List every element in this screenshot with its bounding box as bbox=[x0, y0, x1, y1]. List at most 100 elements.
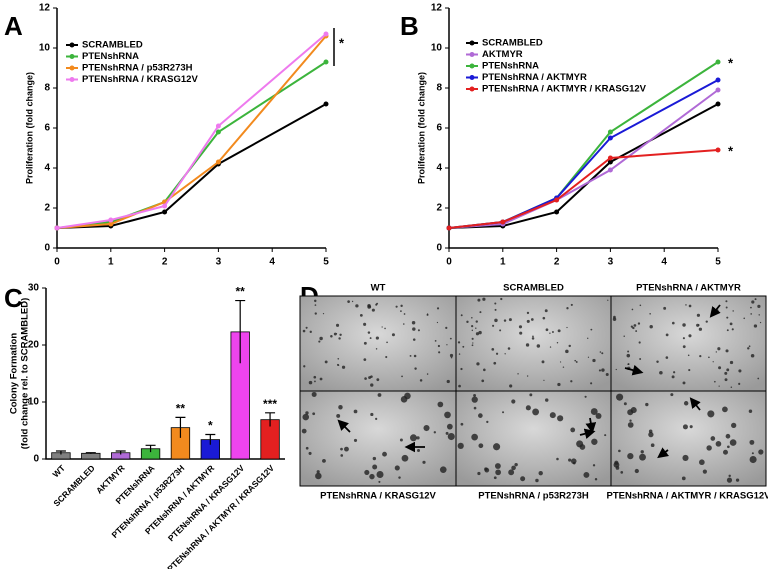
point bbox=[607, 159, 613, 165]
colony bbox=[458, 353, 461, 355]
colony bbox=[502, 411, 505, 414]
colony bbox=[696, 313, 701, 317]
y-tick-label: 0 bbox=[33, 454, 39, 465]
legend-label: SCRAMBLED bbox=[482, 38, 543, 49]
colony bbox=[671, 321, 675, 325]
colony bbox=[426, 373, 429, 375]
colony bbox=[627, 422, 634, 428]
colony bbox=[370, 412, 374, 417]
colony bbox=[532, 335, 534, 338]
colony bbox=[531, 337, 535, 340]
colony bbox=[735, 478, 740, 482]
colony bbox=[759, 321, 762, 324]
colony bbox=[557, 382, 561, 387]
colony bbox=[494, 308, 497, 311]
colony bbox=[726, 329, 729, 332]
colony bbox=[590, 328, 593, 331]
colony bbox=[314, 299, 317, 303]
colony bbox=[409, 434, 417, 442]
point bbox=[215, 123, 221, 129]
colony bbox=[718, 366, 722, 370]
colony bbox=[599, 351, 602, 353]
point bbox=[162, 209, 168, 215]
y-tick-label: 10 bbox=[28, 397, 40, 408]
legend-label: PTENshRNA / p53R273H bbox=[82, 63, 193, 74]
colony bbox=[363, 358, 367, 361]
colony bbox=[437, 401, 444, 408]
colony bbox=[404, 392, 411, 400]
colony bbox=[729, 322, 733, 326]
colony bbox=[627, 452, 634, 460]
colony bbox=[568, 458, 572, 462]
colony bbox=[724, 371, 728, 375]
colony bbox=[399, 438, 403, 442]
colony bbox=[484, 467, 490, 473]
colony bbox=[446, 423, 453, 430]
colony bbox=[476, 362, 480, 366]
colony bbox=[386, 341, 388, 344]
colony bbox=[419, 379, 423, 382]
colony bbox=[545, 328, 549, 332]
y-tick-label: 20 bbox=[28, 340, 40, 351]
colony bbox=[670, 393, 674, 397]
colony bbox=[541, 360, 545, 364]
x-tick-label: PTENshRNA / AKTMYR / KRASG12V bbox=[165, 463, 276, 569]
x-tick-label: WT bbox=[51, 462, 68, 479]
y-tick-label: 12 bbox=[431, 3, 443, 14]
colony bbox=[324, 360, 328, 364]
micrograph bbox=[455, 390, 612, 487]
colony bbox=[417, 329, 420, 332]
point bbox=[715, 101, 721, 107]
colony bbox=[369, 337, 372, 340]
colony bbox=[542, 316, 546, 320]
image-label: PTENshRNA / p53R273H bbox=[478, 491, 589, 502]
colony bbox=[750, 313, 753, 315]
colony bbox=[623, 402, 627, 406]
arrow bbox=[585, 417, 597, 434]
panel-label: C bbox=[4, 283, 23, 313]
y-tick-label: 10 bbox=[39, 43, 51, 54]
error-bar bbox=[115, 450, 126, 455]
micrograph bbox=[455, 295, 612, 392]
colony bbox=[473, 406, 477, 410]
legend-label: PTENshRNA / KRASG12V bbox=[82, 74, 198, 85]
colony bbox=[313, 375, 317, 379]
colony bbox=[639, 358, 642, 360]
colony bbox=[574, 359, 577, 362]
colony bbox=[525, 343, 530, 347]
colony bbox=[336, 413, 341, 418]
colony bbox=[656, 360, 659, 363]
colony bbox=[687, 354, 690, 357]
colony bbox=[309, 330, 312, 334]
colony bbox=[705, 320, 708, 323]
significance: * bbox=[728, 55, 734, 70]
colony bbox=[376, 471, 384, 479]
y-tick-label: 4 bbox=[436, 163, 442, 174]
y-tick-label: 0 bbox=[436, 243, 442, 254]
point bbox=[554, 197, 560, 203]
x-tick-label: 4 bbox=[661, 257, 667, 268]
legend-label: PTENshRNA bbox=[82, 51, 139, 62]
y-tick-label: 6 bbox=[44, 123, 50, 134]
colony bbox=[372, 464, 378, 470]
colony bbox=[372, 456, 377, 461]
colony bbox=[466, 320, 469, 324]
colony bbox=[730, 386, 733, 388]
colony bbox=[559, 361, 562, 363]
point bbox=[54, 225, 60, 231]
colony bbox=[520, 476, 526, 482]
colony bbox=[738, 382, 741, 385]
colony bbox=[368, 376, 372, 380]
colony bbox=[722, 406, 728, 413]
colony bbox=[545, 398, 549, 402]
colony bbox=[615, 466, 620, 470]
colony bbox=[583, 471, 590, 478]
colony bbox=[330, 335, 333, 338]
colony bbox=[400, 304, 403, 308]
arrow bbox=[624, 364, 644, 376]
colony bbox=[649, 313, 651, 315]
colony bbox=[630, 325, 633, 328]
colony bbox=[335, 333, 338, 335]
colony bbox=[471, 344, 474, 347]
colony bbox=[503, 319, 507, 322]
